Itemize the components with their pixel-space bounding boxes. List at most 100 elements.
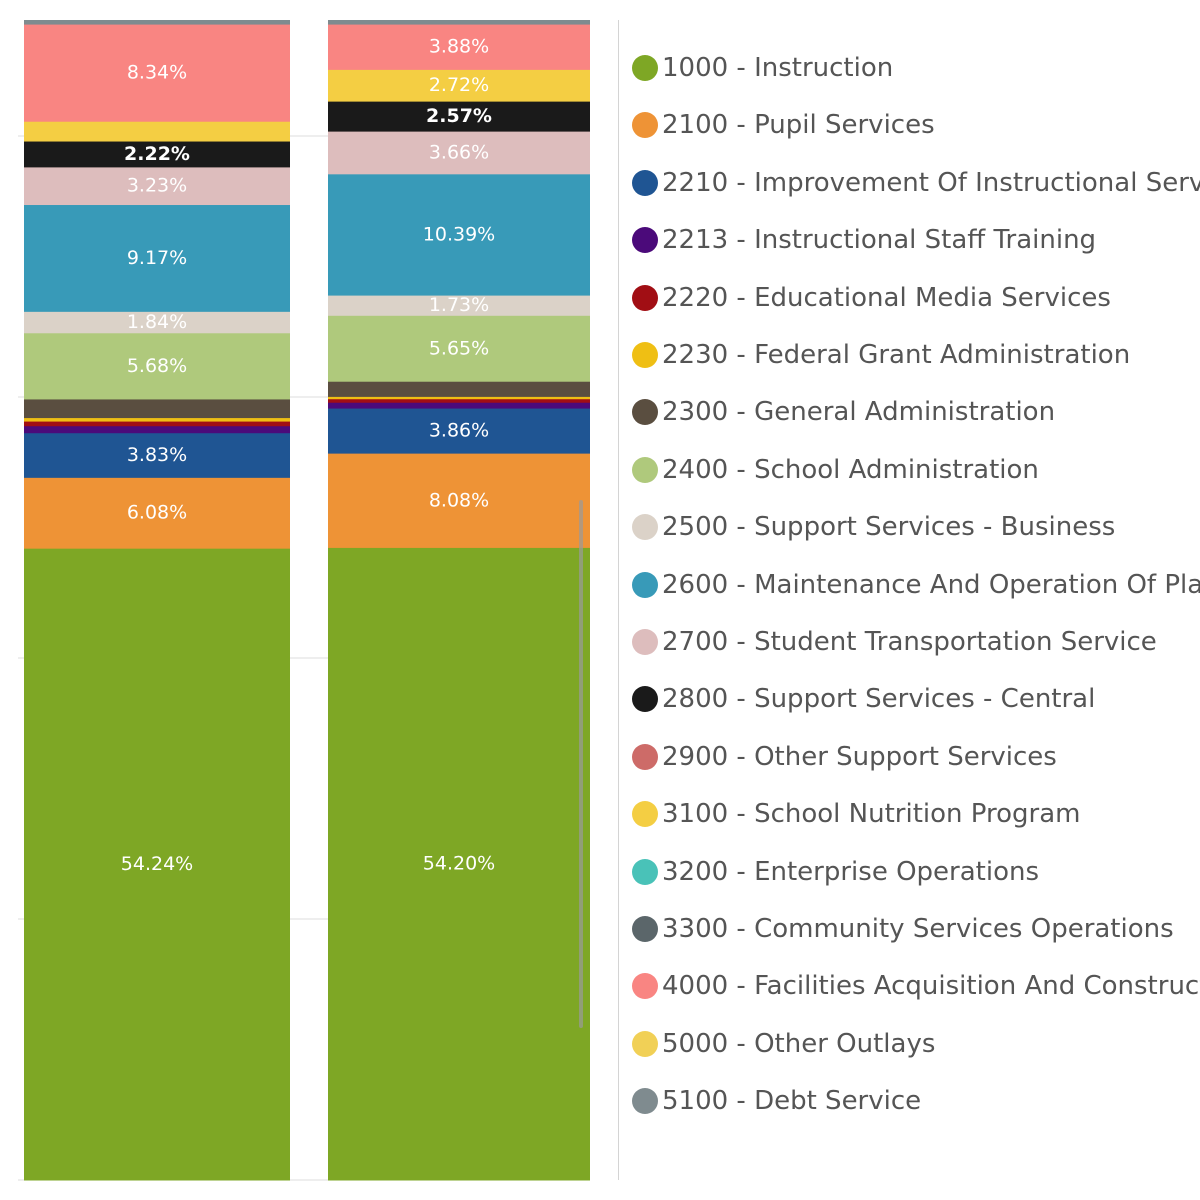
bar-segment[interactable] (24, 311, 290, 334)
legend-item[interactable]: 2800 - Support Services - Central (632, 679, 1095, 719)
legend-marker-icon (632, 858, 658, 885)
legend-marker-icon (632, 686, 658, 713)
legend-item[interactable]: 5000 - Other Outlays (632, 1024, 935, 1064)
legend-marker-icon (632, 1030, 658, 1057)
legend-label: 5100 - Debt Service (662, 1086, 922, 1117)
bar-segment[interactable] (24, 121, 290, 142)
legend-label: 3200 - Enterprise Operations (662, 856, 1040, 887)
bar-segment[interactable] (24, 425, 290, 434)
legend-item[interactable]: 2900 - Other Support Services (632, 737, 1057, 777)
legend-label: 2230 - Federal Grant Administration (662, 340, 1131, 370)
legend-label: 2700 - Student Transportation Service (662, 627, 1157, 657)
data-label: 3.88% (429, 36, 489, 58)
data-label: 2.57% (426, 105, 492, 127)
bar-segment[interactable] (24, 141, 290, 168)
legend-label: 3300 - Community Services Operations (662, 914, 1174, 944)
legend-item[interactable]: 3100 - School Nutrition Program (632, 794, 1080, 834)
bar-segment[interactable] (328, 173, 590, 296)
bar-segments (24, 20, 590, 1181)
legend-label: 2220 - Educational Media Services (662, 282, 1111, 313)
bar-segment[interactable] (328, 295, 590, 316)
legend-marker-icon (632, 743, 658, 770)
legend-marker-icon (632, 342, 658, 368)
legend-item[interactable]: 2300 - General Administration (632, 392, 1055, 432)
legend-label: 2400 - School Administration (662, 454, 1039, 485)
bar-segment[interactable] (328, 131, 590, 175)
bar-segment[interactable] (328, 101, 590, 132)
legend-item[interactable]: 2400 - School Administration (632, 450, 1039, 490)
legend: 1000 - Instruction 2100 - Pupil Services 2… (632, 40, 1200, 1140)
bar-segment[interactable] (328, 315, 590, 382)
legend-marker-icon (632, 55, 658, 81)
legend-item[interactable]: 2100 - Pupil Services (632, 105, 935, 145)
data-label: 10.39% (423, 223, 495, 245)
data-label: 3.83% (127, 444, 187, 466)
legend-item[interactable]: 2213 - Instructional Staff Training (632, 220, 1096, 260)
legend-marker-icon (632, 514, 658, 541)
bar-segment[interactable] (24, 432, 290, 478)
bar-segment[interactable] (24, 417, 290, 422)
legend-marker-icon (632, 571, 658, 598)
legend-item[interactable]: 4000 - Facilities Acquisition And Constr… (632, 966, 1200, 1006)
legend-item[interactable]: 2220 - Educational Media Services (632, 278, 1111, 318)
data-label: 1.84% (127, 311, 187, 333)
bar-segment[interactable] (24, 332, 290, 400)
segment-labels: 54.24% 6.08% 3.83% 5.68% 1.84% 9.17% 3.23% 2.22… (121, 36, 495, 875)
legend-label: 2800 - Support Services - Central (662, 684, 1096, 715)
legend-label: 2900 - Other Support Services (662, 741, 1057, 772)
bar-segment[interactable] (24, 398, 290, 419)
data-label: 8.34% (127, 62, 187, 84)
bar-segment[interactable] (328, 453, 590, 548)
bar-segment[interactable] (328, 402, 590, 409)
data-label: 5.68% (127, 355, 187, 377)
bar-segment[interactable] (328, 69, 590, 102)
legend-marker-icon (632, 169, 658, 196)
data-label: 2.22% (124, 143, 190, 165)
bar-segment[interactable] (328, 408, 590, 454)
legend-marker-icon (632, 916, 658, 942)
data-label: 1.73% (429, 294, 489, 316)
legend-divider (618, 20, 619, 1180)
bar-segment[interactable] (328, 398, 590, 403)
legend-label: 2600 - Maintenance And Operation Of Pla (662, 569, 1200, 600)
bar-segment[interactable] (328, 381, 590, 397)
legend-item[interactable]: 1000 - Instruction (632, 48, 893, 88)
bar-segment[interactable] (24, 204, 290, 312)
data-label: 54.24% (121, 853, 193, 875)
data-label: 2.72% (429, 74, 489, 96)
bar-segment[interactable] (24, 20, 290, 25)
legend-label: 2213 - Instructional Staff Training (662, 225, 1097, 256)
bar-segment[interactable] (24, 24, 290, 122)
legend-marker-icon (632, 399, 658, 426)
bar-segment[interactable] (328, 396, 590, 400)
legend-marker-icon (632, 456, 658, 483)
legend-item[interactable]: 5100 - Debt Service (632, 1081, 921, 1121)
bar-segment[interactable] (24, 166, 290, 206)
legend-item[interactable]: 2600 - Maintenance And Operation Of Pla (632, 565, 1200, 605)
bar-segment[interactable] (24, 548, 290, 1181)
legend-marker-icon (632, 629, 658, 655)
bar-segment[interactable] (24, 421, 290, 427)
legend-item[interactable]: 2210 - Improvement Of Instructional Serv… (632, 163, 1200, 203)
legend-item[interactable]: 2500 - Support Services - Business (632, 507, 1115, 547)
legend-label: 2300 - General Administration (662, 397, 1056, 428)
data-label: 3.86% (429, 420, 489, 442)
legend-label: 1000 - Instruction (662, 53, 894, 83)
bar-segment[interactable] (24, 477, 290, 549)
legend-item[interactable]: 2700 - Student Transportation Service (632, 622, 1157, 662)
legend-item[interactable]: 2230 - Federal Grant Administration (632, 335, 1130, 375)
data-label: 5.65% (429, 337, 489, 359)
data-label: 3.23% (127, 175, 187, 197)
legend-item[interactable]: 3200 - Enterprise Operations (632, 852, 1039, 892)
legend-marker-icon (632, 801, 658, 828)
legend-marker-icon (632, 1088, 658, 1115)
data-label: 3.66% (429, 141, 489, 163)
data-label: 8.08% (429, 489, 489, 511)
bar-segment[interactable] (328, 24, 590, 70)
legend-item[interactable]: 3300 - Community Services Operations (632, 909, 1174, 949)
legend-label: 2100 - Pupil Services (662, 110, 935, 141)
legend-label: 3100 - School Nutrition Program (662, 799, 1081, 830)
scrollbar[interactable] (579, 500, 583, 1028)
bar-segment[interactable] (328, 20, 590, 25)
bar-segment[interactable] (328, 547, 590, 1181)
